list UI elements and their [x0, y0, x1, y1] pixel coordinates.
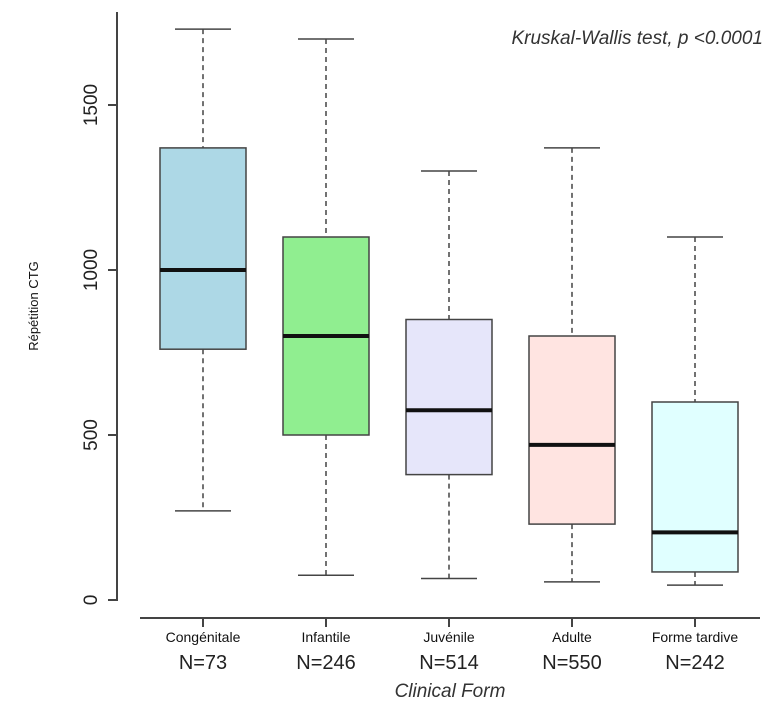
y-axis-label: Répétition CTG — [26, 261, 41, 351]
category-label: Forme tardive — [652, 629, 739, 645]
box-series — [159, 28, 739, 586]
kruskal-wallis-annotation: Kruskal-Wallis test, p <0.0001 — [511, 28, 763, 49]
x-axis-labels: Congénitale N=73 Infantile N=246 Juvénile N=5… — [166, 618, 739, 674]
category-label: Juvénile — [423, 629, 475, 645]
y-tick-label: 500 — [81, 419, 102, 451]
box-3 — [528, 147, 616, 583]
box-0 — [159, 28, 247, 512]
sample-size-label: N=242 — [665, 652, 725, 674]
y-axis-ticks: 0 500 1000 1500 — [81, 84, 117, 605]
iqr-box — [159, 147, 247, 350]
category-label: Congénitale — [166, 629, 241, 645]
box-1 — [282, 38, 370, 576]
box-2 — [405, 170, 493, 580]
iqr-box — [405, 318, 493, 476]
x-axis-label: Clinical Form — [395, 681, 506, 702]
iqr-box — [651, 401, 739, 573]
iqr-box — [528, 335, 616, 525]
box-4 — [651, 236, 739, 586]
sample-size-label: N=550 — [542, 652, 602, 674]
sample-size-label: N=73 — [179, 652, 227, 674]
category-label: Adulte — [552, 629, 592, 645]
category-label: Infantile — [301, 629, 350, 645]
y-tick-label: 1500 — [81, 84, 102, 126]
sample-size-label: N=514 — [419, 652, 479, 674]
y-tick-label: 0 — [81, 595, 102, 606]
y-tick-label: 1000 — [81, 249, 102, 291]
sample-size-label: N=246 — [296, 652, 356, 674]
